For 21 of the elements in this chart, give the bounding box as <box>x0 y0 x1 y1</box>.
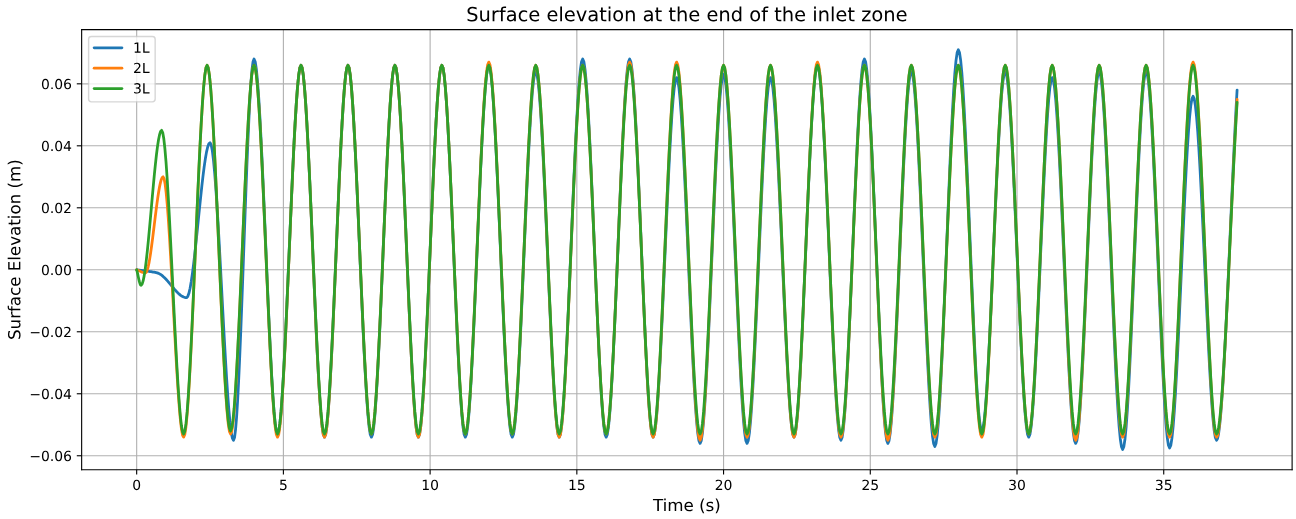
chart-title: Surface elevation at the end of the inlet zone <box>467 6 907 22</box>
x-tick-label: 35 <box>1155 479 1172 491</box>
y-tick-label: 0.00 <box>41 264 71 276</box>
y-tick-label: −0.06 <box>30 450 72 462</box>
x-axis-title: Time (s) <box>652 498 720 514</box>
x-tick-label: 5 <box>280 479 287 491</box>
y-tick-label: 0.02 <box>41 202 71 214</box>
legend-label: 2L <box>134 62 150 74</box>
y-tick-label: −0.04 <box>30 388 72 400</box>
x-tick-label: 20 <box>715 479 732 491</box>
x-tick-label: 25 <box>862 479 878 491</box>
y-tick-label: 0.04 <box>41 140 72 152</box>
legend-label: 3L <box>134 83 150 94</box>
x-tick-label: 0 <box>133 479 141 491</box>
y-tick-label: 0.06 <box>41 78 72 90</box>
y-axis-title: Surface Elevation (m) <box>7 160 23 339</box>
x-tick-label: 15 <box>569 479 585 491</box>
x-tick-label: 30 <box>1009 479 1025 491</box>
y-tick-label: −0.02 <box>30 326 71 338</box>
legend-label: 1L <box>134 42 150 53</box>
x-tick-label: 10 <box>422 479 439 491</box>
